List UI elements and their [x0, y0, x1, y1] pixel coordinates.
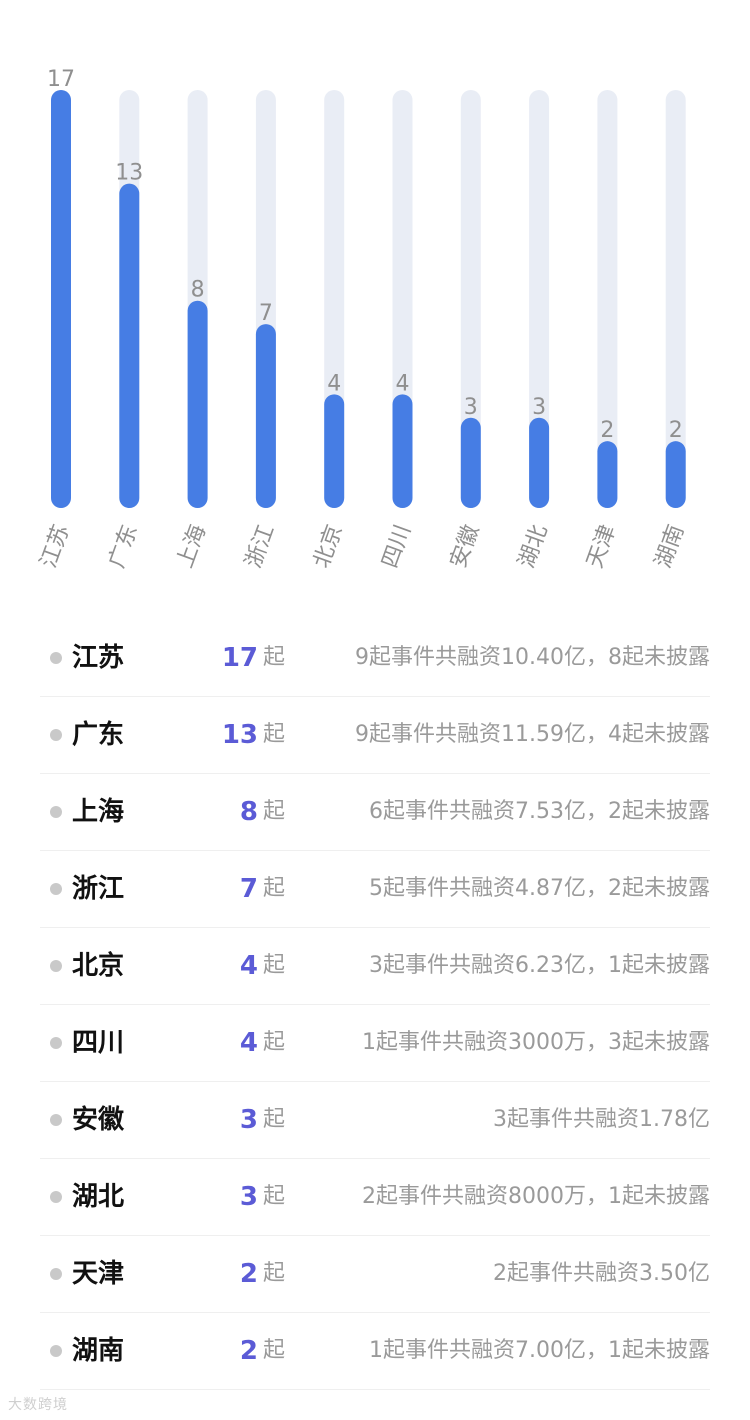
list-row-7: 湖北 3 起 2起事件共融资8000万，1起未披露: [40, 1159, 710, 1236]
financing-description: 1起事件共融资7.00亿，1起未披露: [369, 1338, 710, 1363]
data-label: 7: [259, 301, 273, 326]
data-label: 3: [464, 395, 478, 420]
list-row-3: 浙江 7 起 5起事件共融资4.87亿，2起未披露: [40, 851, 710, 928]
x-tick-label: 安徽: [446, 522, 485, 572]
event-count: 3: [239, 1182, 258, 1212]
financing-description: 2起事件共融资8000万，1起未披露: [362, 1184, 710, 1209]
bullet-dot: [50, 1114, 62, 1126]
financing-description: 2起事件共融资3.50亿: [493, 1261, 710, 1286]
count-unit: 起: [263, 953, 286, 978]
count-unit: 起: [263, 876, 286, 901]
list-row-2: 上海 8 起 6起事件共融资7.53亿，2起未披露: [40, 774, 710, 851]
list-row-6: 安徽 3 起 3起事件共融资1.78亿: [40, 1082, 710, 1159]
count-unit: 起: [263, 722, 286, 747]
event-count: 4: [239, 951, 258, 981]
bullet-dot: [50, 1191, 62, 1203]
bar-chart: 17 江苏 13 广东 8 上海 7 浙江 4 北京 4 四川 3 安徽 3 湖北 2 天津 2 湖南: [36, 67, 690, 572]
count-unit: 起: [263, 645, 286, 670]
list-row-4: 北京 4 起 3起事件共融资6.23亿，1起未披露: [40, 928, 710, 1005]
province-name: 上海: [72, 797, 125, 827]
bullet-dot: [50, 1037, 62, 1049]
bullet-dot: [50, 652, 62, 664]
event-count: 17: [221, 643, 258, 673]
event-count: 4: [239, 1028, 258, 1058]
count-unit: 起: [263, 1261, 286, 1286]
financing-description: 3起事件共融资6.23亿，1起未披露: [369, 953, 710, 978]
x-tick-label: 浙江: [241, 522, 280, 572]
province-name: 四川: [72, 1028, 125, 1058]
x-tick-label: 江苏: [36, 522, 75, 572]
event-count: 2: [239, 1336, 258, 1366]
watermark: 大数跨境: [8, 1397, 68, 1413]
event-count: 7: [239, 874, 258, 904]
data-label: 8: [191, 278, 205, 303]
x-tick-label: 湖北: [514, 522, 553, 572]
bullet-dot: [50, 1345, 62, 1357]
province-list: 江苏 17 起 9起事件共融资10.40亿，8起未披露 广东 13 起 9起事件…: [40, 620, 710, 1390]
x-tick-label: 天津: [582, 522, 621, 572]
bullet-dot: [50, 1268, 62, 1280]
count-unit: 起: [263, 1338, 286, 1363]
list-row-1: 广东 13 起 9起事件共融资11.59亿，4起未披露: [40, 697, 710, 774]
list-row-5: 四川 4 起 1起事件共融资3000万，3起未披露: [40, 1005, 710, 1082]
financing-description: 1起事件共融资3000万，3起未披露: [362, 1030, 710, 1055]
data-label: 4: [396, 371, 410, 396]
data-label: 13: [115, 161, 143, 186]
data-label: 3: [532, 395, 546, 420]
event-count: 8: [239, 797, 258, 827]
data-label: 2: [669, 418, 683, 443]
x-tick-label: 四川: [378, 522, 417, 572]
event-count: 2: [239, 1259, 258, 1289]
count-unit: 起: [263, 1107, 286, 1132]
financing-description: 5起事件共融资4.87亿，2起未披露: [369, 876, 710, 901]
province-name: 湖南: [72, 1336, 125, 1366]
count-unit: 起: [263, 1030, 286, 1055]
province-name: 广东: [72, 720, 125, 750]
list-row-9: 湖南 2 起 1起事件共融资7.00亿，1起未披露: [40, 1313, 710, 1390]
province-name: 北京: [72, 951, 125, 981]
list-row-0: 江苏 17 起 9起事件共融资10.40亿，8起未披露: [40, 620, 710, 697]
bullet-dot: [50, 883, 62, 895]
data-label: 2: [600, 418, 614, 443]
financing-description: 9起事件共融资10.40亿，8起未披露: [355, 645, 710, 670]
count-unit: 起: [263, 1184, 286, 1209]
data-label: 17: [47, 67, 75, 92]
count-unit: 起: [263, 799, 286, 824]
bullet-dot: [50, 806, 62, 818]
event-count: 3: [239, 1105, 258, 1135]
x-tick-label: 湖南: [651, 522, 690, 572]
list-row-8: 天津 2 起 2起事件共融资3.50亿: [40, 1236, 710, 1313]
province-name: 江苏: [72, 643, 125, 673]
province-name: 安徽: [72, 1105, 125, 1135]
province-name: 湖北: [72, 1182, 125, 1212]
province-name: 天津: [72, 1259, 125, 1289]
financing-description: 6起事件共融资7.53亿，2起未披露: [369, 799, 710, 824]
data-label: 4: [327, 371, 341, 396]
financing-description: 3起事件共融资1.78亿: [493, 1107, 710, 1132]
x-tick-label: 北京: [309, 522, 348, 572]
bullet-dot: [50, 960, 62, 972]
province-name: 浙江: [72, 874, 125, 904]
bullet-dot: [50, 729, 62, 741]
event-count: 13: [221, 720, 258, 750]
financing-description: 9起事件共融资11.59亿，4起未披露: [355, 722, 710, 747]
x-tick-label: 上海: [173, 522, 212, 572]
x-tick-label: 广东: [104, 522, 143, 572]
